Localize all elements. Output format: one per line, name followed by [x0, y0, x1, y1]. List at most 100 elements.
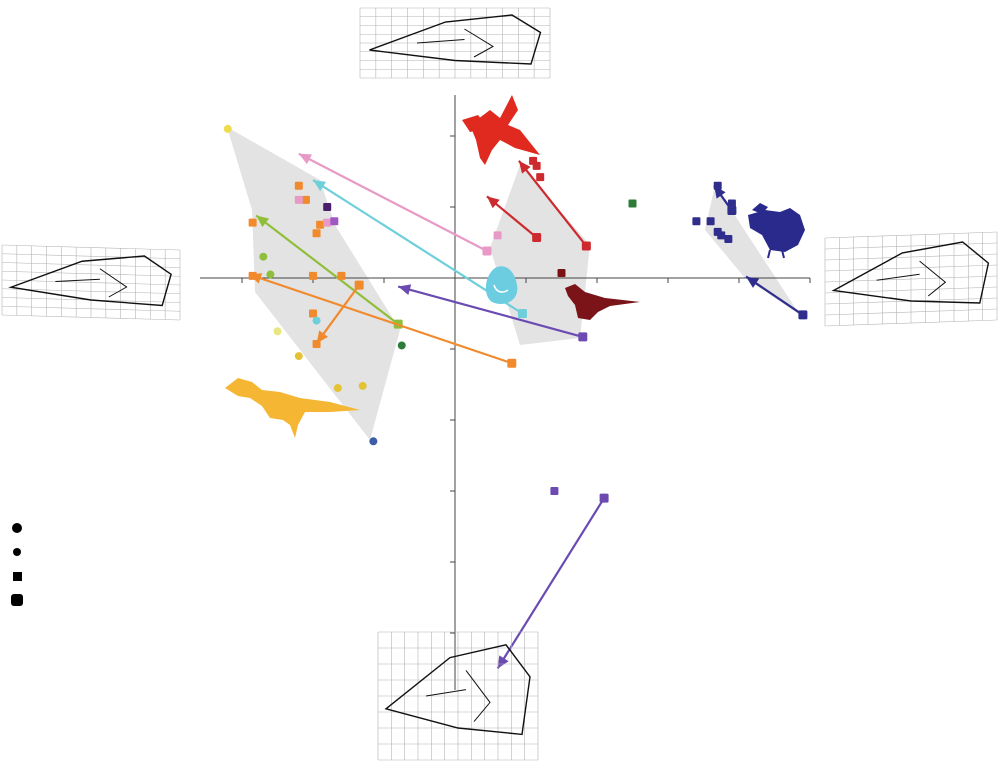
data-point: [369, 437, 378, 446]
small-circle-icon: [10, 545, 24, 559]
embryo-silhouette: [485, 266, 518, 305]
arrow-7: [486, 195, 542, 243]
arrow-shaft: [298, 152, 488, 252]
data-point: [724, 234, 733, 243]
data-point: [294, 195, 303, 204]
data-point: [532, 161, 541, 170]
wire-grid-line: [1, 305, 181, 312]
wire-grid-line: [1, 262, 181, 268]
skull-outline: [369, 14, 542, 65]
data-point: [312, 340, 321, 349]
arrow-1: [298, 152, 492, 256]
arrow-head: [746, 276, 760, 288]
arrow-start-point: [727, 206, 737, 216]
data-point: [248, 271, 257, 280]
wire-grid-line: [1, 253, 181, 260]
skull-wireframe-left: [1, 244, 181, 321]
data-point: [337, 271, 346, 280]
wire-grid-line: [1, 314, 181, 321]
skull-wireframe-bottom: [377, 631, 539, 761]
arrow-head: [497, 655, 509, 669]
hull-2: [490, 165, 590, 345]
legend-item: [10, 588, 310, 612]
wire-grid-line: [824, 319, 998, 327]
arrow-start-point: [581, 241, 591, 251]
archaeopteryx-silhouette: [462, 95, 540, 165]
arrow-start-point: [798, 310, 808, 320]
arrow-head: [313, 180, 327, 192]
wire-grid-line: [1, 279, 181, 286]
rooster-silhouette: [748, 203, 805, 259]
data-point: [536, 173, 545, 182]
data-point: [692, 217, 701, 226]
arrow-8: [518, 160, 591, 251]
arrow-head: [518, 160, 531, 174]
data-point: [301, 195, 310, 204]
data-point: [550, 487, 559, 495]
archaeopteryx-wing: [462, 115, 488, 132]
rooster-head: [752, 203, 768, 214]
skull-outline: [831, 241, 990, 304]
wire-grid-line: [824, 253, 998, 261]
arrow-start-point: [599, 493, 609, 503]
arrow-head: [486, 196, 500, 209]
wire-grid-line: [824, 286, 998, 294]
wire-grid-line: [1, 288, 181, 295]
embryo-detail: [493, 284, 509, 293]
arrow-start-point: [482, 246, 492, 256]
data-point: [323, 203, 332, 211]
data-point: [706, 217, 715, 226]
arrow-shaft: [518, 160, 588, 247]
data-point: [259, 252, 268, 261]
data-point: [323, 218, 332, 227]
rooster-body: [748, 208, 805, 252]
hull-1: [227, 127, 400, 440]
tyrannosaur-body: [225, 378, 360, 438]
arrow-start-point: [354, 280, 364, 290]
wire-grid-line: [1, 270, 181, 277]
rooster-legs: [767, 249, 785, 259]
wire-grid-line: [824, 275, 998, 283]
legend-item: [10, 516, 310, 540]
data-point: [330, 217, 339, 226]
data-point: [294, 181, 303, 190]
arrow-start-point: [532, 233, 542, 243]
data-point: [266, 270, 275, 279]
wire-grid-line: [1, 244, 181, 251]
large-circle-icon: [10, 521, 24, 535]
arrow-head: [398, 284, 412, 295]
skull-outline: [384, 644, 531, 736]
arrow-shaft: [397, 285, 584, 338]
data-point: [309, 309, 317, 318]
arrow-9: [745, 275, 808, 320]
wire-grid-line: [824, 308, 998, 316]
wire-grid-line: [824, 231, 998, 239]
data-point: [312, 316, 321, 325]
arrow-start-point: [507, 358, 517, 368]
arrow-head: [256, 215, 270, 228]
data-point: [397, 341, 406, 350]
data-point: [628, 199, 637, 208]
large-square-icon: [10, 593, 24, 607]
skull-wireframes: [1, 7, 998, 761]
skull-outline: [8, 255, 172, 307]
skull-wireframe-top: [359, 7, 551, 79]
arrow-start-point: [578, 332, 588, 342]
skull-detail: [55, 268, 128, 298]
skull-detail: [876, 260, 947, 297]
arrow-start-point: [517, 309, 527, 318]
data-points: [223, 124, 736, 495]
archaeopteryx-body: [470, 95, 540, 165]
wire-grid-line: [824, 264, 998, 272]
embryo-shape: [485, 266, 518, 305]
hull-3: [705, 185, 800, 315]
wire-grid-line: [824, 242, 998, 250]
convex-hulls: [227, 127, 800, 440]
data-point: [557, 269, 566, 278]
theropod-body: [565, 284, 640, 320]
legend-item: [10, 564, 310, 588]
arrow-shaft: [315, 284, 361, 344]
data-point: [316, 220, 325, 229]
small-theropod-silhouette: [565, 284, 640, 320]
